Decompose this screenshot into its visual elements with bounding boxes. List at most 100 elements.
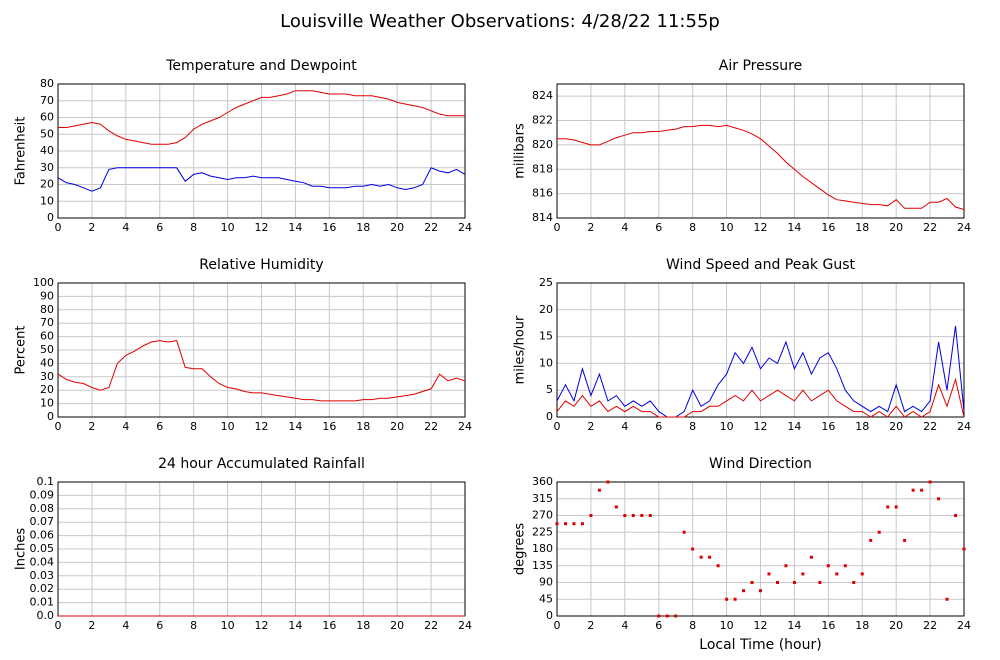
y-tick-label: 100 bbox=[33, 276, 54, 289]
x-tick-label: 10 bbox=[720, 420, 734, 433]
data-point bbox=[911, 488, 915, 492]
y-axis-label: Percent bbox=[14, 326, 29, 375]
data-point bbox=[826, 564, 830, 568]
data-point bbox=[860, 572, 864, 576]
x-tick-label: 16 bbox=[322, 420, 336, 433]
x-tick-label: 2 bbox=[88, 619, 95, 632]
data-point bbox=[631, 514, 635, 517]
y-tick-label: 60 bbox=[40, 111, 54, 124]
y-tick-label: 0 bbox=[47, 410, 54, 423]
y-axis-label: millibars bbox=[513, 123, 528, 179]
plot-frame bbox=[57, 282, 466, 418]
x-tick-label: 4 bbox=[122, 619, 129, 632]
y-tick-label: 818 bbox=[532, 162, 553, 175]
x-tick-label: 8 bbox=[689, 619, 696, 632]
y-axis-label: Fahrenheit bbox=[14, 117, 29, 186]
y-tick-label: 315 bbox=[532, 492, 553, 505]
x-tick-label: 22 bbox=[424, 221, 438, 234]
data-point bbox=[682, 530, 686, 534]
x-tick-label: 2 bbox=[587, 420, 594, 433]
y-tick-label: 225 bbox=[532, 525, 553, 538]
x-tick-label: 4 bbox=[621, 420, 628, 433]
data-line bbox=[556, 325, 965, 418]
x-tick-label: 22 bbox=[923, 420, 937, 433]
x-tick-label: 0 bbox=[55, 420, 62, 433]
data-point bbox=[665, 614, 669, 618]
x-tick-label: 6 bbox=[156, 221, 163, 234]
y-tick-label: 0.0 bbox=[37, 609, 55, 622]
x-tick-label: 14 bbox=[787, 221, 801, 234]
data-point bbox=[733, 597, 737, 601]
data-point bbox=[716, 564, 720, 568]
x-tick-label: 0 bbox=[554, 420, 561, 433]
data-point bbox=[801, 572, 805, 576]
data-point bbox=[962, 547, 966, 551]
y-tick-label: 70 bbox=[40, 94, 54, 107]
y-tick-label: 25 bbox=[539, 276, 553, 289]
data-point bbox=[563, 522, 567, 526]
data-line bbox=[57, 167, 466, 192]
data-point bbox=[792, 581, 796, 584]
x-tick-label: 22 bbox=[424, 420, 438, 433]
data-point bbox=[894, 505, 898, 509]
x-tick-label: 12 bbox=[255, 221, 269, 234]
x-tick-label: 20 bbox=[390, 619, 404, 632]
y-tick-label: 40 bbox=[40, 356, 54, 369]
x-tick-label: 14 bbox=[288, 619, 302, 632]
plot-frame bbox=[57, 83, 466, 219]
data-point bbox=[750, 581, 754, 584]
y-tick-label: 40 bbox=[40, 144, 54, 157]
data-point bbox=[725, 597, 729, 601]
y-tick-label: 5 bbox=[546, 383, 553, 396]
y-tick-label: 50 bbox=[40, 127, 54, 140]
x-tick-label: 8 bbox=[689, 420, 696, 433]
x-tick-label: 20 bbox=[889, 221, 903, 234]
x-axis-label: Local Time (hour) bbox=[699, 637, 821, 653]
y-tick-label: 816 bbox=[532, 187, 553, 200]
x-tick-label: 20 bbox=[390, 221, 404, 234]
x-tick-label: 16 bbox=[821, 619, 835, 632]
chart-title: Relative Humidity bbox=[199, 257, 323, 273]
x-tick-label: 10 bbox=[221, 619, 235, 632]
y-tick-label: 0.07 bbox=[30, 515, 55, 528]
y-tick-label: 0.05 bbox=[30, 542, 55, 555]
x-tick-label: 0 bbox=[55, 619, 62, 632]
x-tick-label: 14 bbox=[288, 420, 302, 433]
data-point bbox=[928, 480, 932, 484]
data-point bbox=[580, 522, 584, 526]
y-tick-label: 0.04 bbox=[30, 555, 55, 568]
data-point bbox=[606, 480, 610, 484]
data-point bbox=[555, 522, 559, 526]
x-tick-label: 0 bbox=[55, 221, 62, 234]
x-tick-label: 6 bbox=[156, 420, 163, 433]
data-point bbox=[674, 614, 678, 618]
x-tick-label: 10 bbox=[221, 221, 235, 234]
x-tick-label: 0 bbox=[554, 221, 561, 234]
x-tick-label: 8 bbox=[190, 221, 197, 234]
x-tick-label: 24 bbox=[458, 420, 472, 433]
data-point bbox=[920, 488, 924, 492]
x-tick-label: 6 bbox=[655, 619, 662, 632]
chart-title: Wind Speed and Peak Gust bbox=[666, 257, 855, 273]
data-point bbox=[809, 555, 813, 559]
x-tick-label: 24 bbox=[957, 221, 971, 234]
x-tick-label: 20 bbox=[390, 420, 404, 433]
y-tick-label: 20 bbox=[40, 178, 54, 191]
chart-title: Temperature and Dewpoint bbox=[165, 58, 357, 74]
y-tick-label: 20 bbox=[40, 383, 54, 396]
data-point bbox=[945, 597, 949, 601]
plot-frame bbox=[556, 83, 965, 219]
data-line bbox=[58, 90, 465, 145]
chart-title: Air Pressure bbox=[719, 58, 802, 74]
y-tick-label: 824 bbox=[532, 89, 553, 102]
x-tick-label: 0 bbox=[554, 619, 561, 632]
data-point bbox=[648, 514, 652, 517]
y-tick-label: 30 bbox=[40, 161, 54, 174]
data-point bbox=[614, 505, 618, 509]
y-tick-label: 814 bbox=[532, 211, 553, 224]
y-tick-label: 60 bbox=[40, 330, 54, 343]
y-tick-label: 50 bbox=[40, 343, 54, 356]
x-tick-label: 10 bbox=[720, 619, 734, 632]
y-tick-label: 0.1 bbox=[37, 475, 55, 488]
